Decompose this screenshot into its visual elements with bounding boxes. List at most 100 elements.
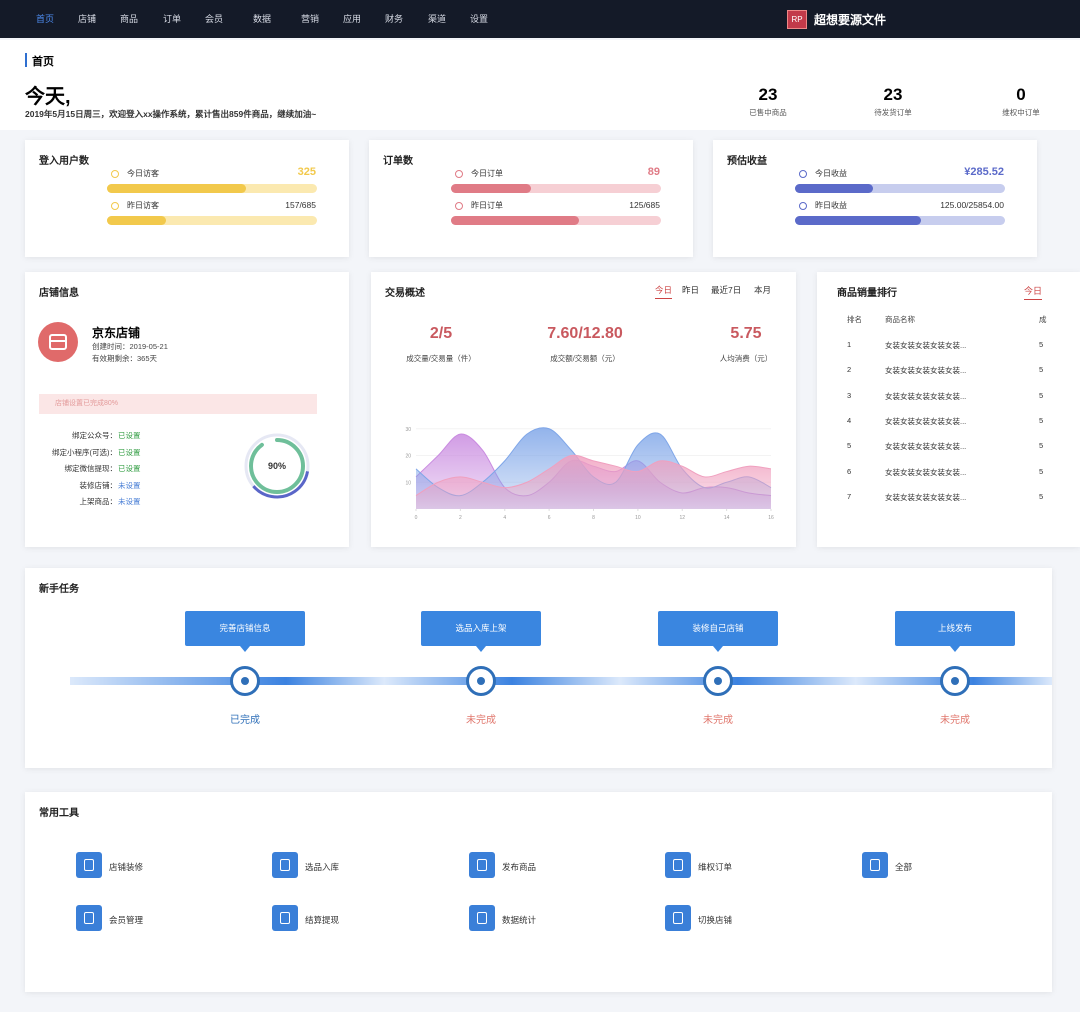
table-cell: 女装女装女装女装女装... — [885, 416, 967, 426]
ring-value — [249, 438, 305, 494]
step-status: 未完成 — [940, 715, 970, 726]
stat-value: 0 — [1016, 85, 1026, 104]
tool-label[interactable]: 发布商品 — [502, 862, 537, 872]
nav-item[interactable]: 应用 — [343, 14, 362, 24]
tool-icon[interactable] — [272, 905, 298, 931]
trade-tab[interactable]: 最近7日 — [711, 285, 742, 295]
card-title: 登入用户数 — [39, 156, 89, 167]
progress-track — [107, 216, 317, 225]
step-dot — [714, 677, 722, 685]
tool-label[interactable]: 店铺装修 — [109, 862, 144, 872]
nav-item[interactable]: 数据 — [253, 14, 272, 24]
shop-valid: 有效期剩余：365天 — [92, 354, 158, 363]
row-dot — [455, 202, 463, 210]
step-pointer — [476, 646, 486, 652]
tool-icon-glyph — [870, 859, 880, 871]
card-title: 店铺信息 — [39, 288, 79, 299]
table-cell: 7 — [847, 491, 852, 501]
tool-icon[interactable] — [76, 905, 102, 931]
ring-label: 90% — [268, 461, 286, 471]
shop-created: 创建时间：2019-05-21 — [92, 342, 168, 351]
setting-status: 已设置 — [118, 431, 141, 440]
shop-notice: 店铺设置已完成80% — [39, 394, 317, 414]
tool-icon[interactable] — [76, 852, 102, 878]
x-tick-label: 14 — [724, 515, 730, 521]
tool-label[interactable]: 维权订单 — [698, 862, 733, 872]
shop-icon — [38, 322, 78, 362]
ranking-tab[interactable]: 今日 — [1024, 284, 1043, 300]
tool-icon[interactable] — [469, 905, 495, 931]
table-cell: 1 — [847, 340, 852, 349]
tool-label[interactable]: 全部 — [895, 862, 913, 872]
stat-label: 已售中商品 — [749, 108, 787, 117]
x-tick-label: 12 — [679, 515, 685, 521]
trade-tab[interactable]: 昨日 — [682, 285, 700, 295]
nav-item[interactable]: 营销 — [301, 14, 320, 24]
step-box: 完善店铺信息 — [185, 611, 305, 646]
tool-label[interactable]: 数据统计 — [502, 915, 537, 925]
nav-item[interactable]: 店铺 — [78, 14, 97, 24]
progress-bar — [107, 216, 166, 225]
tool-icon-glyph — [673, 912, 683, 924]
table-header: 排名 — [847, 315, 862, 324]
row-value: 125.00/25854.00 — [940, 200, 1004, 210]
top-nav: 首页 店铺 商品 订单 会员 数据 营销 应用 财务 渠道 设置 RP 超想要源文件 — [0, 0, 1080, 38]
tool-icon[interactable] — [862, 852, 888, 878]
table-cell: 女装女装女装女装女装... — [885, 467, 967, 477]
card-title: 商品销量排行 — [837, 288, 897, 299]
setting-label: 绑定微信提现： — [64, 464, 118, 473]
nav-item[interactable]: 订单 — [163, 14, 182, 24]
nav-item[interactable]: 设置 — [470, 14, 489, 24]
step-box: 选品入库上架 — [421, 611, 541, 646]
ranking-card: 商品销量排行 今日 排名 商品名称 成 1 女装女装女装女装女装... 5 2 女装女装女装女… — [817, 272, 1080, 547]
x-tick-label: 2 — [459, 515, 462, 521]
trade-tab[interactable]: 今日 — [655, 284, 673, 299]
row-label: 昨日收益 — [815, 201, 847, 210]
nav-item[interactable]: 会员 — [205, 14, 224, 24]
tool-icon[interactable] — [272, 852, 298, 878]
setting-status: 已设置 — [118, 447, 141, 457]
row-label: 今日订单 — [471, 169, 503, 178]
tool-icon[interactable] — [469, 852, 495, 878]
tool-label[interactable]: 切换店铺 — [698, 915, 733, 925]
table-cell: 5 — [1039, 340, 1044, 349]
metric-label: 人均消费（元） — [719, 354, 773, 363]
tool-icon-glyph — [477, 912, 487, 924]
row-value: 325 — [297, 166, 316, 178]
shop-name: 京东店铺 — [92, 326, 141, 340]
progress-track — [451, 184, 661, 193]
tool-label[interactable]: 会员管理 — [109, 915, 144, 925]
row-label: 今日收益 — [815, 169, 847, 178]
tool-icon[interactable] — [665, 905, 691, 931]
nav-item[interactable]: 渠道 — [428, 14, 447, 24]
setting-status: 未设置 — [118, 497, 141, 506]
table-cell: 女装女装女装女装女装... — [885, 341, 967, 350]
progress-bar — [451, 216, 580, 225]
greeting: 今天, — [25, 86, 71, 108]
step-status: 未完成 — [466, 715, 496, 726]
table-header: 成 — [1039, 315, 1047, 324]
tool-label[interactable]: 选品入库 — [305, 862, 340, 872]
metric-value: 2/5 — [429, 325, 453, 342]
progress-track — [795, 184, 1005, 193]
step-pointer — [240, 646, 250, 652]
table-cell: 5 — [1039, 365, 1044, 375]
trade-tab[interactable]: 本月 — [754, 285, 772, 295]
trade-card: 交易概述 今日 昨日 最近7日 本月 2/5 成交量/交易量（件） 7.60/12.80 成… — [371, 272, 796, 547]
x-tick-label: 0 — [415, 515, 418, 521]
area-chart: 10 20 30 0 2 4 6 8 10 12 14 16 — [405, 427, 774, 521]
metric-value: 5.75 — [730, 325, 762, 342]
nav-item[interactable]: 首页 — [36, 14, 55, 24]
table-cell: 6 — [847, 466, 852, 476]
tool-icon-glyph — [84, 859, 94, 871]
nav-item[interactable]: 财务 — [385, 14, 404, 24]
y-tick-label: 20 — [405, 454, 411, 460]
tool-icon[interactable] — [665, 852, 691, 878]
nav-item[interactable]: 商品 — [120, 14, 139, 24]
table-cell: 女装女装女装女装女装... — [885, 492, 967, 502]
tool-label[interactable]: 结算提现 — [305, 915, 340, 925]
shop-card: 店铺信息 京东店铺 创建时间：2019-05-21 有效期剩余：365天 店铺设… — [25, 272, 349, 547]
subtitle: 2019年5月15日周三，欢迎登入xx操作系统，累计售出859件商品，继续加油~ — [25, 109, 317, 119]
row-label: 今日访客 — [127, 169, 159, 178]
